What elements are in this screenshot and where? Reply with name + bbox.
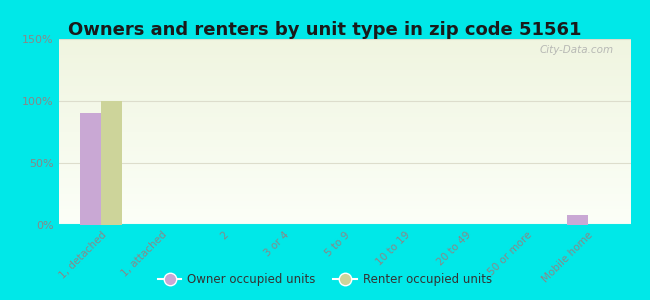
Text: City-Data.com: City-Data.com: [540, 45, 614, 55]
Bar: [567, 215, 588, 225]
Bar: [80, 113, 101, 225]
Legend: Owner occupied units, Renter occupied units: Owner occupied units, Renter occupied un…: [153, 269, 497, 291]
Bar: [101, 101, 122, 225]
Text: Owners and renters by unit type in zip code 51561: Owners and renters by unit type in zip c…: [68, 21, 582, 39]
